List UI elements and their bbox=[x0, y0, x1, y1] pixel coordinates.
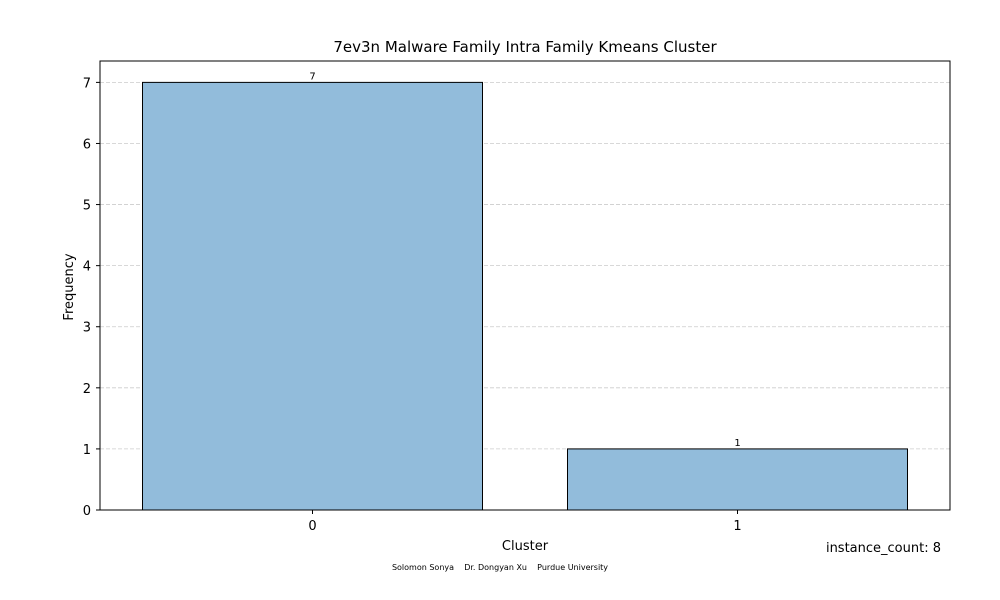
y-tick-label: 1 bbox=[83, 443, 91, 458]
x-axis-label: Cluster bbox=[502, 539, 549, 554]
y-tick-label: 0 bbox=[83, 504, 91, 519]
y-axis: 0 1 2 3 4 5 6 7 bbox=[83, 76, 100, 519]
y-axis-label: Frequency bbox=[62, 253, 77, 320]
y-tick-label: 2 bbox=[83, 382, 91, 397]
y-tick-label: 4 bbox=[83, 260, 91, 275]
y-tick-label: 7 bbox=[83, 76, 91, 91]
chart-title: 7ev3n Malware Family Intra Family Kmeans… bbox=[333, 38, 717, 56]
bar-cluster-0 bbox=[142, 81, 483, 511]
instance-count-label: instance_count: 8 bbox=[826, 541, 941, 556]
y-tick-label: 3 bbox=[83, 321, 91, 336]
x-tick-label: 1 bbox=[733, 519, 741, 534]
bars bbox=[142, 81, 908, 511]
data-label-cluster-1: 1 bbox=[734, 438, 740, 449]
data-labels: 71 bbox=[309, 71, 740, 449]
y-tick-label: 5 bbox=[83, 199, 91, 214]
y-tick-label: 6 bbox=[83, 137, 91, 152]
bar-cluster-1 bbox=[567, 448, 908, 511]
data-label-cluster-0: 7 bbox=[309, 71, 315, 82]
plot-frame bbox=[99, 60, 951, 511]
x-tick-label: 0 bbox=[308, 519, 316, 534]
footer-credits: Solomon Sonya Dr. Dongyan Xu Purdue Univ… bbox=[392, 563, 608, 572]
